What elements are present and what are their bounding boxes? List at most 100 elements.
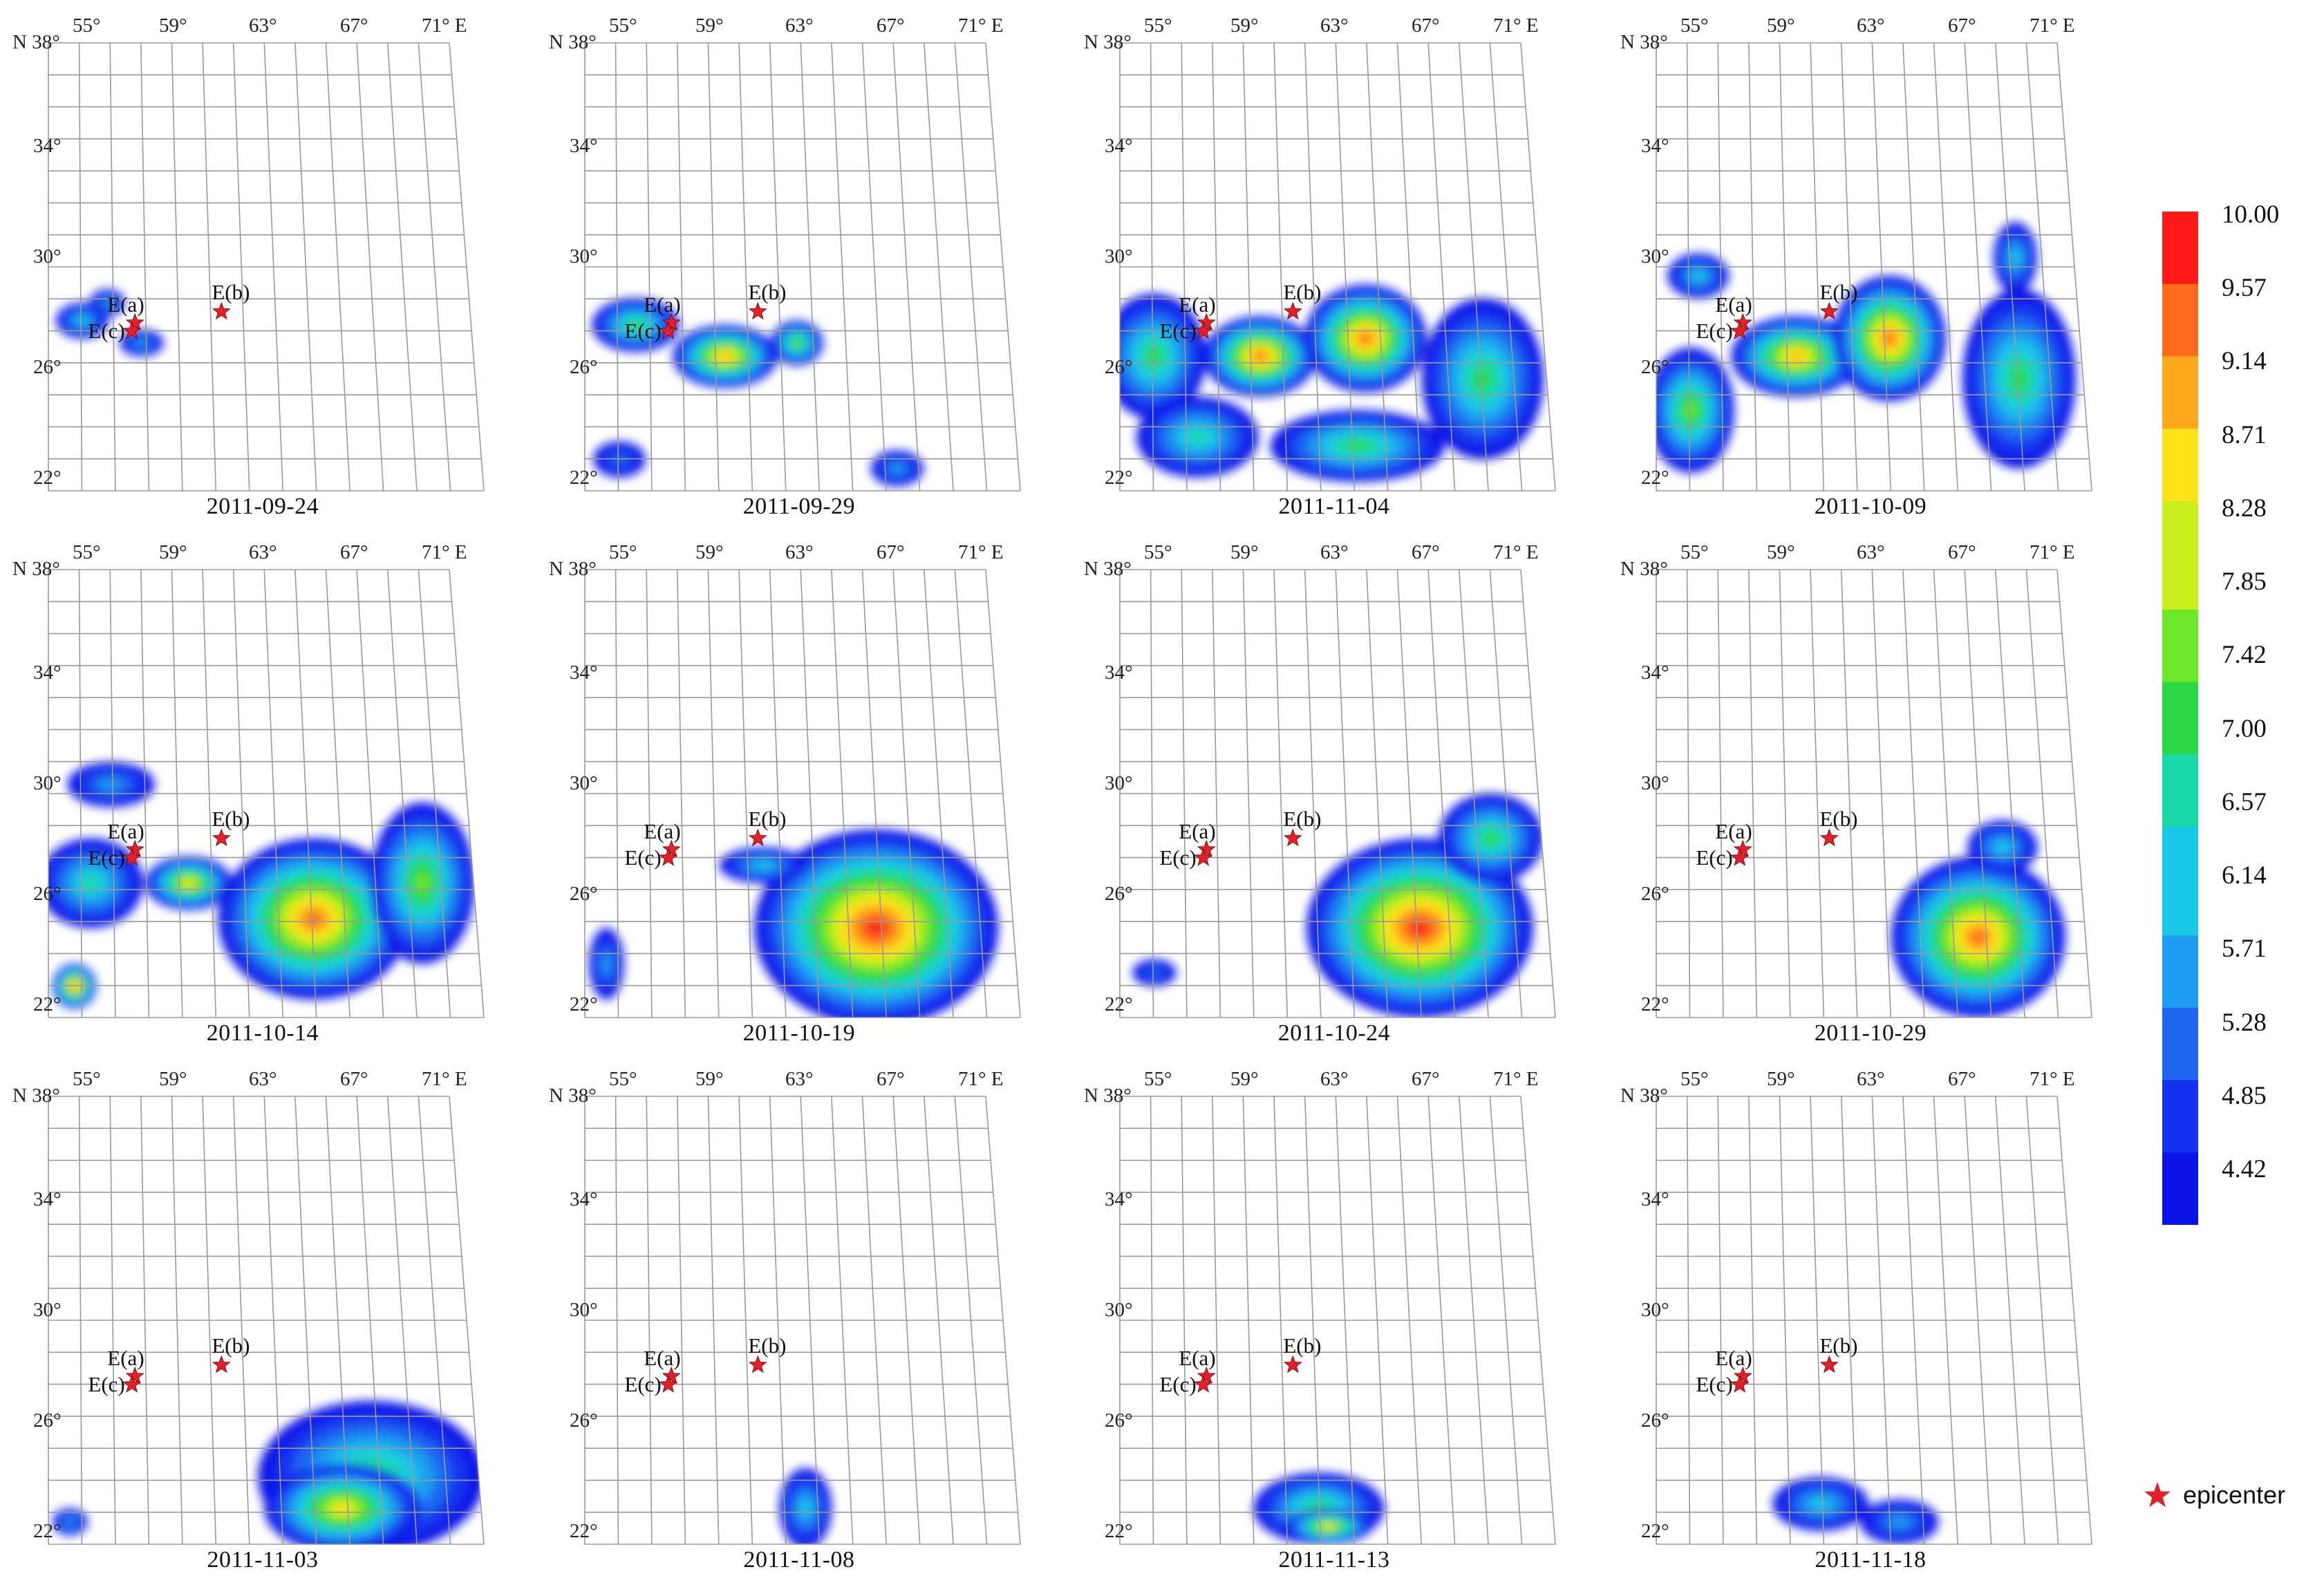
anomaly-contour [1884, 333, 1894, 344]
epicenter-star [1194, 1375, 1213, 1393]
anomaly-contour [629, 321, 642, 329]
epicenter-label: E(b) [748, 1333, 786, 1358]
epicenter-star [1194, 321, 1213, 339]
graticule [1656, 42, 2092, 491]
epicenter-star [662, 312, 681, 331]
anomaly-contour [800, 1500, 811, 1517]
lon-tick-label: 63° [785, 1068, 814, 1090]
lat-tick-label: 22° [1641, 467, 1669, 489]
epicenter-label: E(a) [1715, 1346, 1752, 1370]
lon-tick-label: 71° E [1493, 15, 1539, 37]
lat-tick-label: 34° [1105, 662, 1133, 684]
epicenter-label: E(a) [1179, 1346, 1215, 1370]
lat-tick-label: 30° [1641, 1299, 1669, 1321]
lat-tick-label: N 38° [1620, 31, 1668, 53]
lon-tick-label: 71° E [422, 1068, 467, 1090]
graticule [48, 569, 485, 1018]
epicenter-star [1730, 848, 1750, 866]
lat-tick-label: 34° [33, 1188, 62, 1210]
colorbar-tick-label: 4.85 [2222, 1081, 2267, 1110]
epicenter-label: E(c) [88, 1372, 124, 1396]
graticule [48, 1096, 485, 1545]
epicenter-star [1194, 848, 1213, 866]
anomaly-field [1656, 222, 2076, 473]
colorbar-segment [2162, 971, 2198, 1009]
colorbar-tick-label: 5.71 [2222, 935, 2267, 964]
anomaly-field [1120, 284, 1544, 482]
epicenter-label: E(c) [624, 845, 661, 870]
epicenter-label: E(c) [88, 319, 124, 343]
map-panel-svg: 55° 59° 63° 67° 71° EN 38°34°30°26°22°E(a)E(… [1084, 15, 1556, 491]
epicenter-star [1733, 839, 1752, 858]
graticule [584, 569, 1021, 1018]
epicenter-label: E(a) [1715, 292, 1752, 317]
lat-tick-label: 22° [570, 993, 598, 1015]
map-panel-svg: 55° 59° 63° 67° 71° EN 38°34°30°26°22°E(a)E(… [12, 15, 485, 491]
lat-tick-label: 22° [1105, 993, 1133, 1015]
epicenter-label: E(b) [1283, 1333, 1321, 1358]
lon-tick-label: 63° [249, 1068, 277, 1090]
anomaly-contour [1147, 968, 1162, 977]
anomaly-field [1132, 794, 1544, 1018]
lat-tick-label: 30° [33, 245, 62, 268]
anomaly-contour [1146, 347, 1161, 366]
anomaly-contour [1344, 440, 1370, 451]
lat-tick-label: 34° [33, 135, 62, 157]
lon-tick-label: 71° E [2030, 541, 2075, 563]
epicenter-label: E(b) [212, 807, 250, 831]
lon-tick-label: 71° E [422, 15, 467, 37]
map-panel-svg: 55° 59° 63° 67° 71° EN 38°34°30°26°22°E(a)E(… [1620, 541, 2092, 1018]
colorbar-segment [2162, 609, 2198, 646]
lon-tick-label: 71° E [958, 1068, 1004, 1090]
anomaly-contour [601, 955, 611, 973]
panel-date-label: 2011-11-13 [1278, 1547, 1390, 1573]
colorbar-tick-label: 8.28 [2222, 494, 2267, 523]
panel-date-label: 2011-10-14 [206, 1020, 319, 1046]
graticule [584, 1096, 1021, 1545]
lat-tick-label: 22° [33, 1520, 62, 1542]
graticule [1119, 569, 1556, 1018]
lat-tick-label: 34° [1105, 1188, 1133, 1210]
epicenter-star [1197, 1366, 1216, 1385]
epicenter-label: E(c) [1159, 845, 1196, 870]
anomaly-contour [1692, 271, 1705, 281]
lat-tick-label: 30° [33, 1299, 62, 1321]
lon-tick-label: 59° [1767, 541, 1795, 563]
anomaly-contour [2011, 250, 2020, 265]
lat-tick-label: N 38° [12, 558, 60, 580]
epicenter-star [1730, 321, 1750, 339]
anomaly-contour [82, 875, 100, 891]
anomaly-contour [1889, 1516, 1909, 1528]
colorbar-segment [2162, 1188, 2198, 1225]
anomaly-contour [415, 873, 429, 894]
epicenter-star [1197, 312, 1216, 331]
epicenter-label: E(c) [1696, 1372, 1732, 1396]
epicenter-star [1730, 1375, 1750, 1393]
anomaly-field [1891, 820, 2065, 1018]
legend-label: epicenter [2183, 1481, 2286, 1509]
lon-tick-label: 59° [695, 15, 724, 37]
colorbar-segment [2162, 573, 2198, 610]
anomaly-contour [136, 339, 147, 347]
lon-tick-label: 59° [1767, 1068, 1795, 1090]
lon-tick-label: 59° [159, 1068, 187, 1090]
epicenter-label: E(c) [624, 319, 661, 343]
lon-tick-label: 55° [73, 15, 101, 37]
lon-tick-label: 63° [785, 541, 814, 563]
epicenter-star [1819, 1355, 1839, 1373]
colorbar-segment [2162, 429, 2198, 466]
anomaly-contour [306, 912, 322, 926]
epicenter-star [1197, 839, 1216, 858]
colorbar-tick-label: 7.42 [2222, 641, 2267, 670]
panel-date-label: 2011-11-18 [1815, 1547, 1927, 1573]
lon-tick-label: 55° [609, 15, 637, 37]
lon-tick-label: 59° [1230, 1068, 1259, 1090]
epicenter-star [659, 848, 678, 866]
lat-tick-label: 30° [1105, 772, 1133, 794]
graticule [1656, 569, 2092, 1018]
